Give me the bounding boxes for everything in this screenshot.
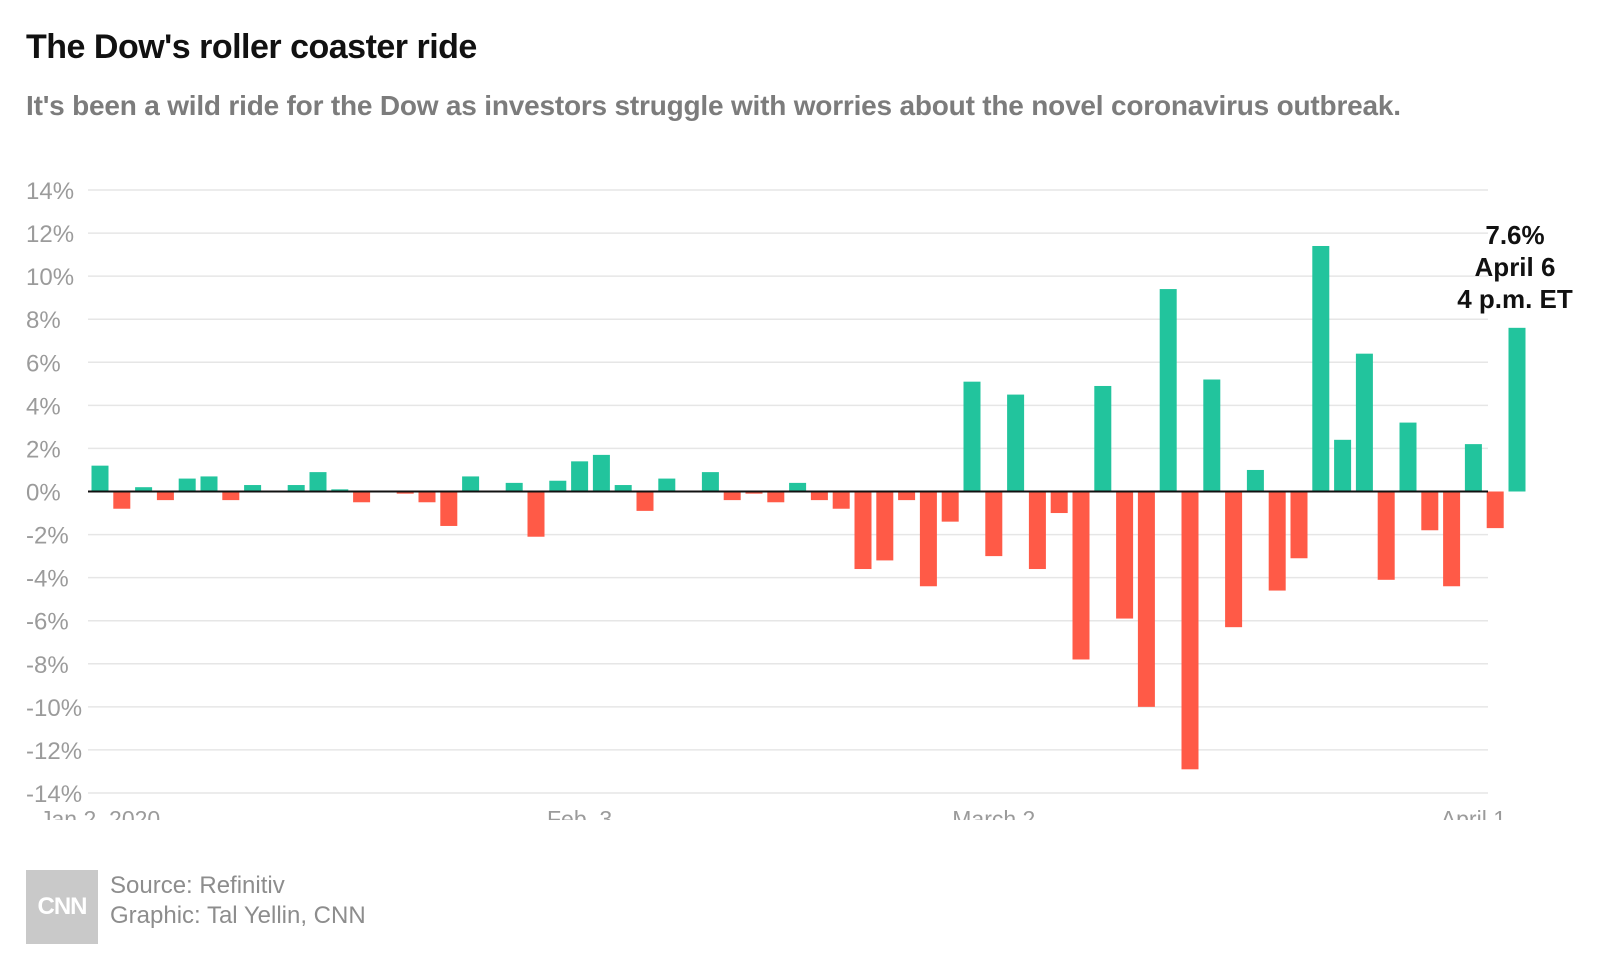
bar	[396, 491, 414, 494]
y-tick-label: 2%	[26, 436, 61, 463]
bar	[1094, 385, 1112, 492]
bar	[113, 491, 131, 509]
y-tick-label: -10%	[26, 695, 82, 722]
bar	[309, 472, 327, 492]
x-tick-label: Feb. 3	[547, 806, 612, 820]
bar	[1181, 491, 1199, 770]
bar	[156, 491, 174, 501]
x-tick-label: April 1	[1441, 806, 1506, 820]
bar	[854, 491, 872, 570]
bar	[898, 491, 916, 501]
bar	[549, 480, 567, 492]
bar	[1464, 444, 1482, 492]
annotation: 7.6%April 64 p.m. ET	[1457, 220, 1573, 314]
bar	[1290, 491, 1308, 559]
bar	[941, 491, 959, 522]
bar	[723, 491, 741, 501]
bar-chart: 14% 12% 10% 8% 6% 4% 2% 0% -2% -4% -6% -8% -10% -12% -…	[26, 178, 1573, 820]
bar	[1443, 491, 1461, 587]
bar	[1377, 491, 1395, 580]
y-tick-label: -14%	[26, 781, 82, 808]
bar	[701, 472, 719, 492]
bar	[1421, 491, 1439, 531]
y-tick-label: 10%	[26, 264, 74, 291]
bar	[810, 491, 828, 501]
bar	[876, 491, 894, 561]
bar	[1159, 289, 1177, 492]
bar	[1508, 327, 1526, 492]
bar	[614, 485, 632, 492]
bar	[462, 476, 480, 492]
graphic-credit: Graphic: Tal Yellin, CNN	[110, 902, 366, 929]
bar	[963, 381, 981, 492]
bar	[1116, 491, 1134, 619]
bar	[178, 478, 196, 492]
bar	[331, 489, 349, 492]
bar	[135, 487, 153, 492]
y-tick-label: 0%	[26, 480, 61, 507]
annotation-label: April 6	[1475, 252, 1556, 282]
bar	[1007, 394, 1025, 492]
bar	[244, 485, 262, 492]
bar	[1312, 245, 1330, 492]
y-tick-label: -8%	[26, 652, 69, 679]
x-tick-label: Jan 2, 2020	[40, 806, 160, 820]
bar	[1486, 491, 1504, 529]
bar	[1203, 379, 1221, 492]
bar	[919, 491, 937, 587]
bar	[985, 491, 1003, 557]
chart-title: The Dow's roller coaster ride	[26, 28, 477, 66]
x-tick-label: March 2	[952, 806, 1035, 820]
annotation-label: 7.6%	[1485, 220, 1544, 250]
bar	[91, 465, 109, 492]
bar	[767, 491, 785, 503]
bar	[1050, 491, 1068, 514]
bar	[527, 491, 545, 537]
y-tick-label: 12%	[26, 221, 74, 248]
bars	[91, 245, 1526, 770]
y-tick-label: -6%	[26, 609, 69, 636]
y-tick-label: 8%	[26, 307, 61, 334]
bar	[287, 485, 305, 492]
bar	[440, 491, 458, 526]
y-tick-label: -12%	[26, 738, 82, 765]
source-credit: Source: Refinitiv	[110, 872, 285, 899]
bar	[1268, 491, 1286, 591]
bar	[658, 478, 676, 492]
bar	[636, 491, 654, 511]
bar	[505, 482, 523, 492]
y-tick-label: 4%	[26, 393, 61, 420]
bar	[789, 482, 807, 492]
bar	[1072, 491, 1090, 660]
axes: 14% 12% 10% 8% 6% 4% 2% 0% -2% -4% -6% -8% -10% -12% -…	[26, 178, 1506, 820]
annotation-label: 4 p.m. ET	[1457, 284, 1573, 314]
bar	[200, 476, 218, 492]
bar	[832, 491, 850, 509]
gridlines	[88, 189, 1488, 794]
bar	[1225, 491, 1243, 628]
y-tick-label: 14%	[26, 178, 74, 205]
bar	[1246, 469, 1264, 492]
bar	[222, 491, 240, 501]
y-tick-label: 6%	[26, 350, 61, 377]
y-tick-label: -4%	[26, 566, 69, 593]
bar	[353, 491, 371, 503]
bar	[592, 454, 610, 492]
bar	[571, 461, 589, 492]
chart-subtitle: It's been a wild ride for the Dow as inv…	[26, 90, 1401, 121]
bar	[1334, 439, 1352, 492]
cnn-logo: CNN	[26, 870, 98, 944]
y-tick-label: -2%	[26, 523, 69, 550]
bar	[1399, 422, 1417, 492]
bar	[745, 491, 763, 494]
bar	[418, 491, 436, 503]
bar	[1355, 353, 1373, 492]
bar	[1137, 491, 1155, 707]
bar	[1028, 491, 1046, 570]
